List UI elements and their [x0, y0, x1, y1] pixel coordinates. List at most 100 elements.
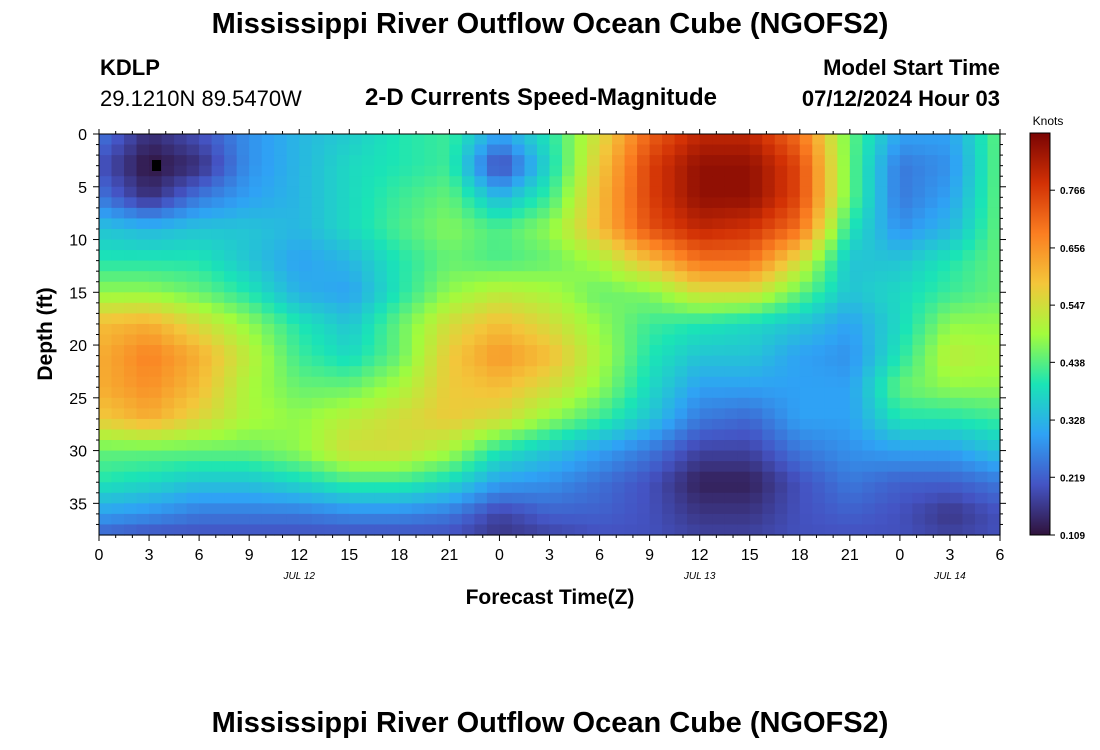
- heatmap-cell: [161, 492, 175, 504]
- heatmap-cell: [524, 165, 538, 177]
- heatmap-cell: [649, 366, 663, 378]
- heatmap-cell: [762, 144, 776, 156]
- heatmap-cell: [924, 250, 939, 262]
- heatmap-cell: [737, 345, 751, 357]
- heatmap-cell: [361, 186, 375, 198]
- heatmap-cell: [161, 418, 175, 431]
- heatmap-cell: [987, 418, 1001, 431]
- heatmap-cell: [712, 134, 726, 146]
- heatmap-cell: [224, 144, 238, 156]
- heatmap-cell: [524, 461, 538, 473]
- heatmap-cell: [199, 355, 213, 367]
- heatmap-cell: [174, 482, 188, 494]
- heatmap-cell: [974, 228, 989, 241]
- heatmap-cell: [649, 376, 663, 388]
- heatmap-cell: [824, 376, 838, 388]
- heatmap-cell: [361, 397, 375, 409]
- heatmap-cell: [612, 302, 626, 314]
- heatmap-cell: [211, 228, 225, 241]
- heatmap-cell: [962, 165, 976, 177]
- heatmap-cell: [111, 492, 125, 504]
- heatmap-cell: [124, 482, 138, 494]
- heatmap-cell: [574, 239, 588, 251]
- heatmap-cell: [536, 492, 551, 504]
- heatmap-cell: [662, 292, 676, 304]
- heatmap-cell: [149, 429, 163, 441]
- heatmap-cell: [762, 186, 776, 198]
- heatmap-cell: [912, 397, 926, 409]
- heatmap-cell: [524, 513, 538, 526]
- heatmap-cell: [299, 271, 313, 283]
- heatmap-cell: [349, 524, 363, 536]
- heatmap-cell: [249, 250, 263, 262]
- heatmap-cell: [449, 429, 463, 441]
- heatmap-cell: [99, 134, 113, 146]
- heatmap-cell: [236, 345, 250, 357]
- heatmap-cell: [699, 503, 713, 515]
- heatmap-cell: [612, 492, 626, 504]
- heatmap-cell: [449, 239, 463, 251]
- heatmap-cell: [161, 323, 175, 336]
- heatmap-cell: [937, 408, 951, 420]
- heatmap-cell: [662, 450, 676, 462]
- heatmap-cell: [874, 302, 888, 314]
- heatmap-cell: [149, 503, 163, 515]
- heatmap-cell: [424, 186, 438, 198]
- heatmap-cell: [386, 513, 400, 526]
- heatmap-cell: [511, 250, 526, 262]
- heatmap-cell: [411, 323, 425, 336]
- heatmap-cell: [612, 482, 626, 494]
- heatmap-cell: [762, 513, 776, 526]
- heatmap-cell: [949, 450, 964, 462]
- heatmap-cell: [812, 271, 826, 283]
- heatmap-cell: [812, 239, 826, 251]
- heatmap-cell: [549, 250, 563, 262]
- heatmap-cell: [311, 250, 325, 262]
- heatmap-cell: [762, 397, 776, 409]
- heatmap-cell: [687, 492, 701, 504]
- heatmap-cell: [812, 440, 826, 452]
- heatmap-cell: [386, 292, 400, 304]
- heatmap-cell: [599, 524, 613, 536]
- heatmap-cell: [762, 429, 776, 441]
- chart-title: Mississippi River Outflow Ocean Cube (NG…: [211, 8, 889, 40]
- heatmap-cell: [474, 313, 488, 325]
- heatmap-cell: [461, 250, 476, 262]
- heatmap-cell: [862, 323, 876, 336]
- heatmap-cell: [436, 239, 450, 251]
- y-tick-label: 0: [78, 127, 87, 144]
- heatmap-cell: [286, 323, 300, 336]
- heatmap-cell: [937, 524, 951, 536]
- heatmap-cell: [637, 408, 651, 420]
- heatmap-cell: [699, 408, 713, 420]
- heatmap-cell: [962, 461, 976, 473]
- heatmap-cell: [699, 228, 713, 241]
- heatmap-cell: [899, 292, 913, 304]
- heatmap-cell: [599, 503, 613, 515]
- heatmap-cell: [624, 250, 638, 262]
- heatmap-cell: [499, 387, 513, 399]
- heatmap-cell: [874, 207, 888, 220]
- heatmap-cell: [361, 471, 375, 483]
- heatmap-cell: [849, 260, 863, 272]
- heatmap-cell: [361, 440, 375, 452]
- heatmap-cell: [149, 366, 163, 378]
- heatmap-cell: [887, 513, 901, 526]
- heatmap-cell: [562, 387, 576, 399]
- heatmap-cell: [662, 408, 676, 420]
- heatmap-cell: [461, 408, 476, 420]
- heatmap-cell: [937, 155, 951, 167]
- heatmap-cell: [774, 197, 788, 209]
- heatmap-cell: [499, 165, 513, 177]
- heatmap-cell: [787, 144, 801, 156]
- heatmap-cell: [837, 176, 851, 188]
- heatmap-cell: [937, 302, 951, 314]
- heatmap-cell: [99, 239, 113, 251]
- heatmap-cell: [536, 239, 551, 251]
- heatmap-cell: [887, 260, 901, 272]
- heatmap-cell: [812, 197, 826, 209]
- heatmap-cell: [787, 207, 801, 220]
- heatmap-cell: [687, 302, 701, 314]
- heatmap-cell: [799, 408, 813, 420]
